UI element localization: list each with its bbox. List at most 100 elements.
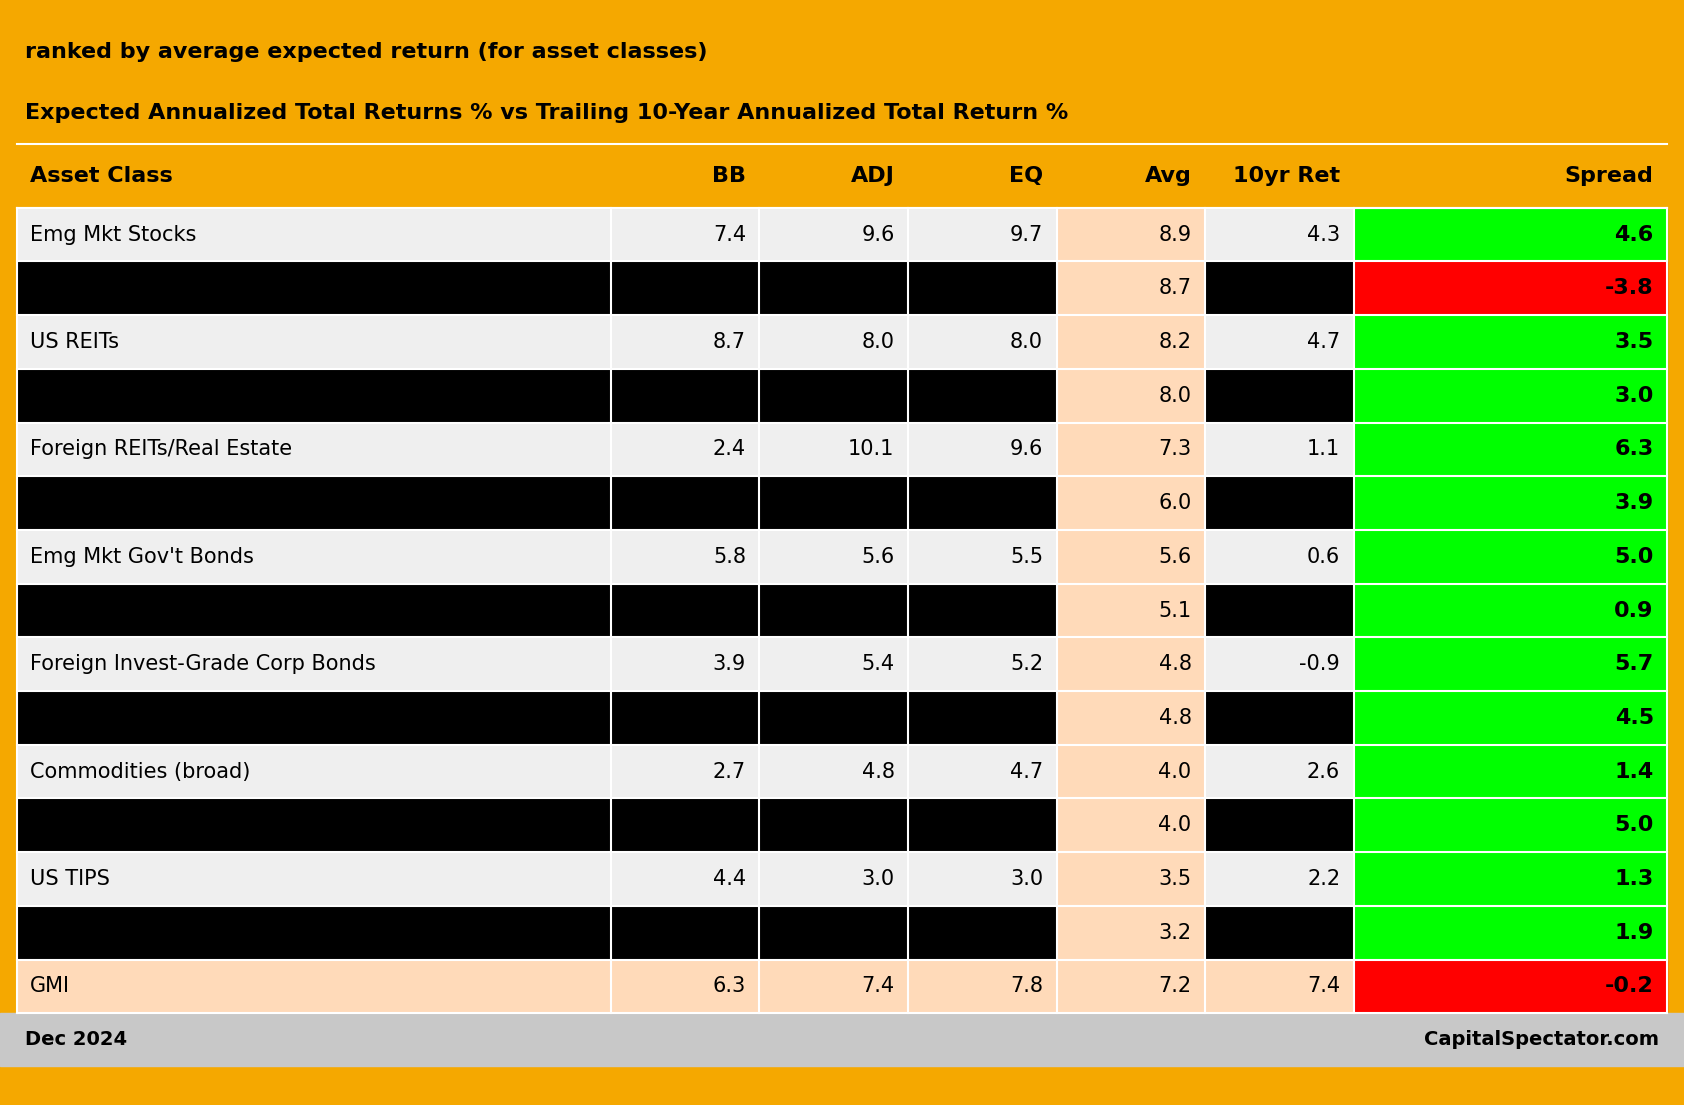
Text: ranked by average expected return (for asset classes): ranked by average expected return (for a… (25, 42, 707, 63)
Text: 6.0: 6.0 (1159, 493, 1192, 513)
Text: -0.9: -0.9 (1300, 654, 1340, 674)
Bar (1206, 315, 1354, 369)
Text: 1.1: 1.1 (1307, 440, 1340, 460)
Bar (17, 799, 611, 852)
Bar (1354, 799, 1667, 852)
Bar (17, 208, 611, 262)
Text: 5.0: 5.0 (1615, 547, 1654, 567)
Bar (611, 959, 759, 1013)
Text: Foreign REITs/Real Estate: Foreign REITs/Real Estate (30, 440, 293, 460)
Text: 10yr Ret: 10yr Ret (1233, 166, 1340, 186)
Text: 3.0: 3.0 (1615, 386, 1654, 406)
Bar (611, 745, 759, 799)
Text: Expected Annualized Total Returns % vs Trailing 10-Year Annualized Total Return : Expected Annualized Total Returns % vs T… (25, 103, 1069, 124)
Text: 7.8: 7.8 (1010, 977, 1042, 997)
Text: 2.6: 2.6 (1307, 761, 1340, 781)
Bar (17, 530, 611, 583)
Bar (908, 638, 1056, 691)
Text: 4.7: 4.7 (1307, 332, 1340, 352)
Text: 0.9: 0.9 (1615, 600, 1654, 621)
Bar (611, 638, 759, 691)
Text: 7.4: 7.4 (862, 977, 894, 997)
Text: 2.4: 2.4 (712, 440, 746, 460)
Text: 4.7: 4.7 (1010, 761, 1042, 781)
Text: 8.2: 8.2 (1159, 332, 1192, 352)
Text: BB: BB (712, 166, 746, 186)
Bar (759, 315, 908, 369)
Text: 3.0: 3.0 (1010, 869, 1042, 890)
Bar (1206, 799, 1354, 852)
Text: 4.6: 4.6 (1615, 224, 1654, 244)
Bar (908, 745, 1056, 799)
Text: 5.7: 5.7 (1615, 654, 1654, 674)
Bar (17, 906, 611, 959)
Bar (759, 476, 908, 530)
Bar (759, 208, 908, 262)
Bar (611, 583, 759, 638)
Text: 10.1: 10.1 (849, 440, 894, 460)
Bar (0, 1013, 1684, 1066)
Text: ADJ: ADJ (850, 166, 894, 186)
Bar (17, 691, 611, 745)
Bar (1056, 959, 1206, 1013)
Text: -0.2: -0.2 (1605, 977, 1654, 997)
Text: 8.9: 8.9 (1159, 224, 1192, 244)
Bar (17, 476, 611, 530)
Bar (17, 315, 611, 369)
Text: 7.2: 7.2 (1159, 977, 1192, 997)
Bar (1206, 959, 1354, 1013)
Bar (1056, 638, 1206, 691)
Text: 5.4: 5.4 (862, 654, 894, 674)
Bar (1354, 583, 1667, 638)
Bar (1354, 476, 1667, 530)
Bar (611, 530, 759, 583)
Bar (17, 583, 611, 638)
Text: 4.5: 4.5 (1615, 708, 1654, 728)
Bar (1354, 315, 1667, 369)
Bar (1354, 422, 1667, 476)
Bar (611, 691, 759, 745)
Bar (1206, 262, 1354, 315)
Bar (1206, 691, 1354, 745)
Bar (759, 422, 908, 476)
Text: 1.4: 1.4 (1615, 761, 1654, 781)
Bar (759, 583, 908, 638)
Bar (759, 906, 908, 959)
Bar (611, 799, 759, 852)
Bar (759, 530, 908, 583)
Text: US TIPS: US TIPS (30, 869, 109, 890)
Text: 0.6: 0.6 (1307, 547, 1340, 567)
Bar (1354, 691, 1667, 745)
Bar (1056, 422, 1206, 476)
Text: 5.2: 5.2 (1010, 654, 1042, 674)
Bar (1354, 852, 1667, 906)
Bar (17, 745, 611, 799)
Bar (611, 476, 759, 530)
Text: Commodities (broad): Commodities (broad) (30, 761, 251, 781)
Bar (1354, 144, 1667, 208)
Bar (611, 315, 759, 369)
Bar (17, 369, 611, 422)
Bar (1206, 583, 1354, 638)
Bar (1206, 144, 1354, 208)
Text: 8.7: 8.7 (1159, 278, 1192, 298)
Text: 5.6: 5.6 (861, 547, 894, 567)
Bar (1354, 369, 1667, 422)
Text: 4.3: 4.3 (1307, 224, 1340, 244)
Text: 4.0: 4.0 (1159, 815, 1192, 835)
Bar (908, 691, 1056, 745)
Bar (0, 22, 1684, 208)
Text: 4.8: 4.8 (862, 761, 894, 781)
Bar (1354, 906, 1667, 959)
Bar (1206, 476, 1354, 530)
Text: 7.4: 7.4 (712, 224, 746, 244)
Bar (1354, 262, 1667, 315)
Text: 3.5: 3.5 (1615, 332, 1654, 352)
Text: 8.0: 8.0 (862, 332, 894, 352)
Text: 7.4: 7.4 (1307, 977, 1340, 997)
Bar (1056, 144, 1206, 208)
Bar (17, 262, 611, 315)
Bar (1354, 959, 1667, 1013)
Bar (1056, 208, 1206, 262)
Text: Asset Class: Asset Class (30, 166, 173, 186)
